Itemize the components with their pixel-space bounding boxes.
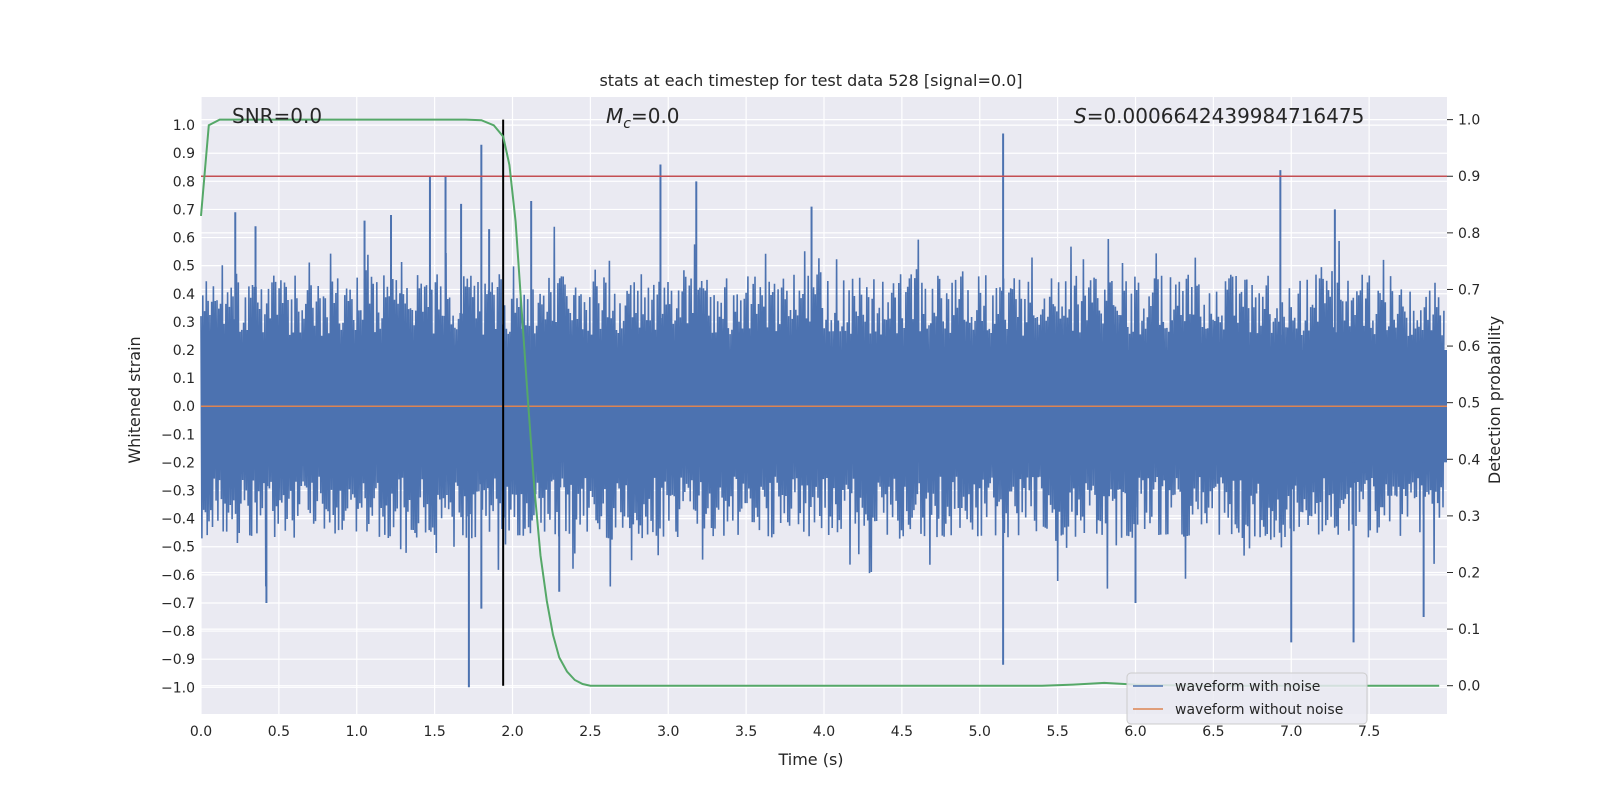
y-tick-label: 0.1 bbox=[173, 371, 195, 387]
s-value: =0.0006642439984716475 bbox=[1087, 104, 1365, 128]
y2-tick-label: 0.8 bbox=[1458, 226, 1480, 242]
y-tick-label: 0.3 bbox=[173, 315, 195, 331]
y-tick-label: −0.4 bbox=[161, 512, 195, 528]
x-tick-label: 2.0 bbox=[501, 724, 523, 740]
y-tick-label: 0.4 bbox=[173, 287, 195, 303]
y-tick-label: 0.9 bbox=[173, 146, 195, 162]
y2-tick-label: 0.0 bbox=[1458, 679, 1480, 695]
y2-tick-label: 0.5 bbox=[1458, 396, 1480, 412]
y-tick-label: −0.1 bbox=[161, 427, 195, 443]
x-tick-label: 7.5 bbox=[1358, 724, 1380, 740]
y-tick-label: −0.9 bbox=[161, 652, 195, 668]
y-tick-label: 0.2 bbox=[173, 343, 195, 359]
series-detection-probability bbox=[200, 118, 1440, 687]
x-tick-label: 6.5 bbox=[1202, 724, 1224, 740]
y2-tick-label: 0.9 bbox=[1458, 169, 1480, 185]
x-tick-label: 7.0 bbox=[1280, 724, 1302, 740]
y-tick-label: −0.2 bbox=[161, 455, 195, 471]
x-tick-label: 4.5 bbox=[891, 724, 913, 740]
x-tick-label: 3.0 bbox=[657, 724, 679, 740]
x-tick-label: 3.5 bbox=[735, 724, 757, 740]
x-tick-label: 1.0 bbox=[346, 724, 368, 740]
legend: waveform with noise waveform without noi… bbox=[1126, 672, 1368, 725]
s-annotation: S=0.0006642439984716475 bbox=[1074, 104, 1364, 128]
y2-axis-label: Detection probability bbox=[1485, 316, 1504, 484]
y2-tick-label: 0.7 bbox=[1458, 282, 1480, 298]
y-tick-label: −0.5 bbox=[161, 540, 195, 556]
y-tick-label: −1.0 bbox=[161, 680, 195, 696]
y-tick-label: 0.0 bbox=[173, 399, 195, 415]
y-tick-label: −0.6 bbox=[161, 568, 195, 584]
y-axis-label: Whitened strain bbox=[125, 336, 144, 463]
y2-tick-label: 1.0 bbox=[1458, 113, 1480, 129]
s-symbol: S bbox=[1074, 104, 1087, 128]
x-tick-label: 1.5 bbox=[423, 724, 445, 740]
mc-symbol: M bbox=[606, 104, 623, 128]
x-tick-label: 0.0 bbox=[190, 724, 212, 740]
x-tick-label: 4.0 bbox=[813, 724, 835, 740]
legend-label-noise: waveform with noise bbox=[1175, 679, 1320, 695]
x-tick-label: 0.5 bbox=[268, 724, 290, 740]
legend-label-clean: waveform without noise bbox=[1175, 702, 1343, 718]
y2-tick-label: 0.6 bbox=[1458, 339, 1480, 355]
x-axis-label: Time (s) bbox=[777, 750, 843, 769]
mc-value: =0.0 bbox=[631, 104, 680, 128]
y-tick-label: 0.8 bbox=[173, 174, 195, 190]
y2-tick-label: 0.3 bbox=[1458, 509, 1480, 525]
x-tick-label: 2.5 bbox=[579, 724, 601, 740]
probability-curve bbox=[200, 118, 1440, 687]
mc-annotation: Mc=0.0 bbox=[606, 104, 680, 132]
y2-tick-label: 0.4 bbox=[1458, 452, 1480, 468]
y-tick-label: 1.0 bbox=[173, 118, 195, 134]
y-tick-label: −0.7 bbox=[161, 596, 195, 612]
y-tick-label: 0.6 bbox=[173, 231, 195, 247]
y2-tick-label: 0.1 bbox=[1458, 622, 1480, 638]
y-tick-label: 0.7 bbox=[173, 202, 195, 218]
y-tick-label: −0.3 bbox=[161, 484, 195, 500]
x-tick-label: 5.5 bbox=[1046, 724, 1068, 740]
y2-tick-label: 0.2 bbox=[1458, 565, 1480, 581]
chart-title: stats at each timestep for test data 528… bbox=[599, 71, 1022, 90]
snr-annotation: SNR=0.0 bbox=[232, 104, 322, 128]
y-tick-label: −0.8 bbox=[161, 624, 195, 640]
axis-ticks: 0.0 0.5 1.0 1.5 2.0 2.5 3.0 3.5 4.0 4.5 5.0 5.5 6.0 6… bbox=[161, 113, 1480, 740]
mc-subscript: c bbox=[623, 116, 631, 132]
legend-box bbox=[1126, 672, 1368, 725]
y-tick-label: 0.5 bbox=[173, 259, 195, 275]
x-tick-label: 5.0 bbox=[969, 724, 991, 740]
x-tick-label: 6.0 bbox=[1124, 724, 1146, 740]
